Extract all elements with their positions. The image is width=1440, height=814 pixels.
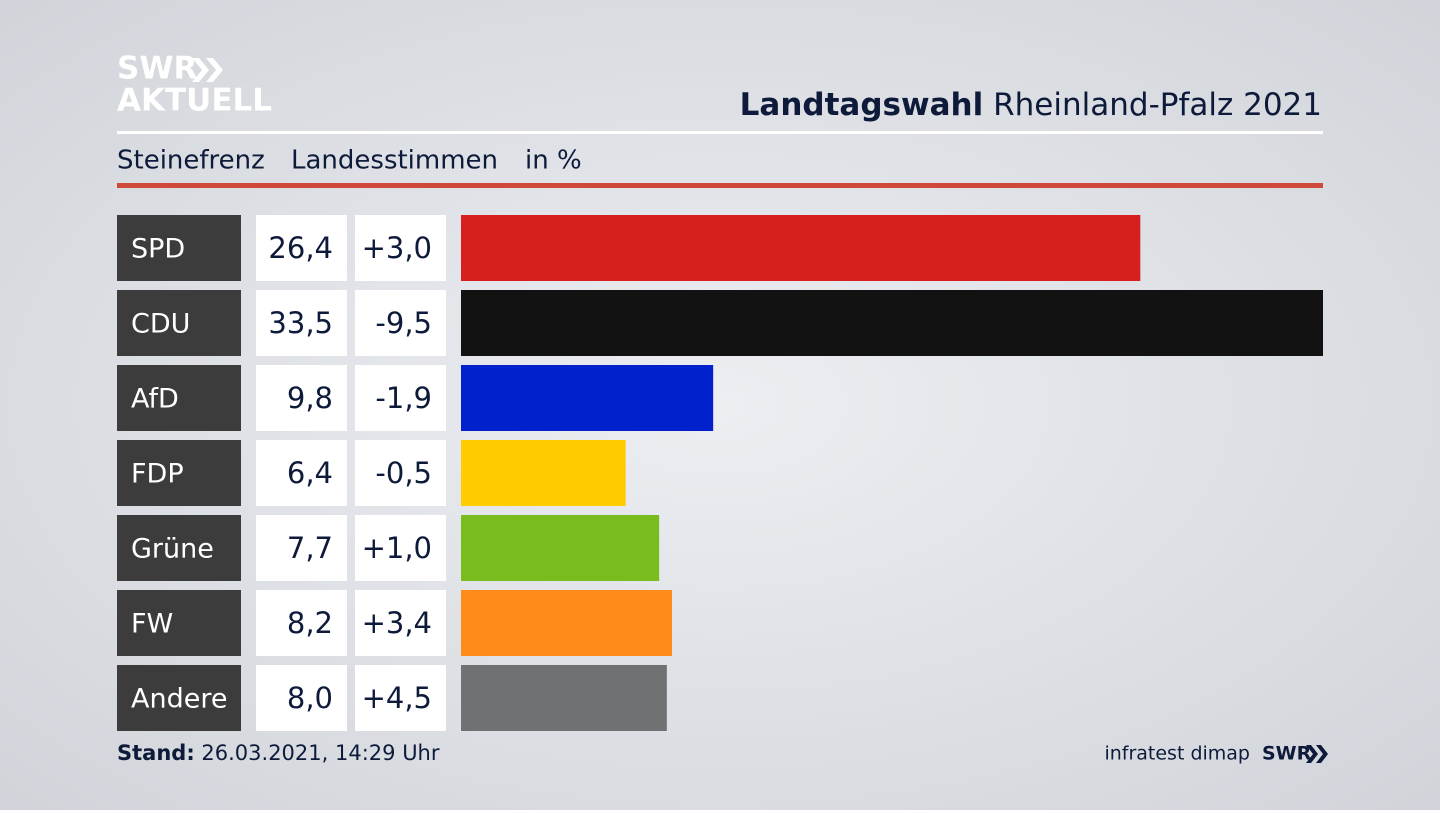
value-label: 8,0 <box>287 681 333 715</box>
bar <box>461 290 1323 356</box>
change-cell <box>355 290 446 356</box>
change-label: -1,9 <box>375 381 432 415</box>
logo-chevrons <box>192 58 223 82</box>
subtitle-place: Steinefrenz <box>117 146 265 176</box>
change-cell <box>355 215 446 281</box>
party-cell <box>117 290 241 356</box>
value-cell <box>256 665 347 731</box>
value-label: 7,7 <box>287 531 333 565</box>
party-label: AfD <box>131 384 179 415</box>
brand: SWR <box>1262 743 1312 765</box>
change-cell <box>355 440 446 506</box>
party-cell <box>117 590 241 656</box>
party-label: CDU <box>131 309 190 340</box>
change-label: +3,0 <box>362 231 432 265</box>
change-cell <box>355 665 446 731</box>
party-cell <box>117 665 241 731</box>
party-cell <box>117 215 241 281</box>
title: Landtagswahl Rheinland-Pfalz 2021 <box>740 87 1322 123</box>
footer-stand: Stand: 26.03.2021, 14:29 Uhr <box>117 741 440 765</box>
source: infratest dimap <box>1104 743 1250 765</box>
logo-line2: AKTUELL <box>117 83 272 119</box>
change-cell <box>355 365 446 431</box>
title-bold: Landtagswahl <box>740 87 984 123</box>
value-label: 33,5 <box>268 306 333 340</box>
value-label: 9,8 <box>287 381 333 415</box>
subtitle-unit: in % <box>525 146 582 176</box>
bar <box>461 665 667 731</box>
party-label: SPD <box>131 234 185 265</box>
change-cell <box>355 515 446 581</box>
stand-label: Stand: <box>117 741 195 765</box>
value-cell <box>256 590 347 656</box>
rows: SPD 26,4 +3,0 CDU 33,5 -9,5 AfD 9,8 -1,9 FDP 6,4 -0… <box>117 215 1323 731</box>
value-label: 26,4 <box>268 231 333 265</box>
accent-rule <box>117 183 1323 188</box>
value-cell <box>256 215 347 281</box>
value-cell <box>256 515 347 581</box>
change-label: +1,0 <box>362 531 432 565</box>
party-label: Grüne <box>131 534 214 565</box>
party-cell <box>117 365 241 431</box>
brand-chevrons <box>1306 745 1328 763</box>
change-label: -0,5 <box>375 456 432 490</box>
bar <box>461 215 1141 281</box>
change-label: +3,4 <box>362 606 432 640</box>
party-label: FW <box>131 609 173 640</box>
bar <box>461 590 672 656</box>
title-rest: Rheinland-Pfalz 2021 <box>993 87 1322 123</box>
subtitle-kind: Landesstimmen <box>291 146 498 176</box>
value-cell <box>256 290 347 356</box>
value-label: 8,2 <box>287 606 333 640</box>
logo-line1: SWR <box>117 51 198 87</box>
change-label: -9,5 <box>375 306 432 340</box>
bar <box>461 515 660 581</box>
bar <box>461 440 626 506</box>
rule <box>117 131 1323 134</box>
party-label: FDP <box>131 459 184 490</box>
change-cell <box>355 590 446 656</box>
party-cell <box>117 515 241 581</box>
party-label: Andere <box>131 684 227 715</box>
party-cell <box>117 440 241 506</box>
value-cell <box>256 365 347 431</box>
change-label: +4,5 <box>362 681 432 715</box>
value-label: 6,4 <box>287 456 333 490</box>
stand: 26.03.2021, 14:29 Uhr <box>201 741 439 765</box>
bar <box>461 365 714 431</box>
value-cell <box>256 440 347 506</box>
